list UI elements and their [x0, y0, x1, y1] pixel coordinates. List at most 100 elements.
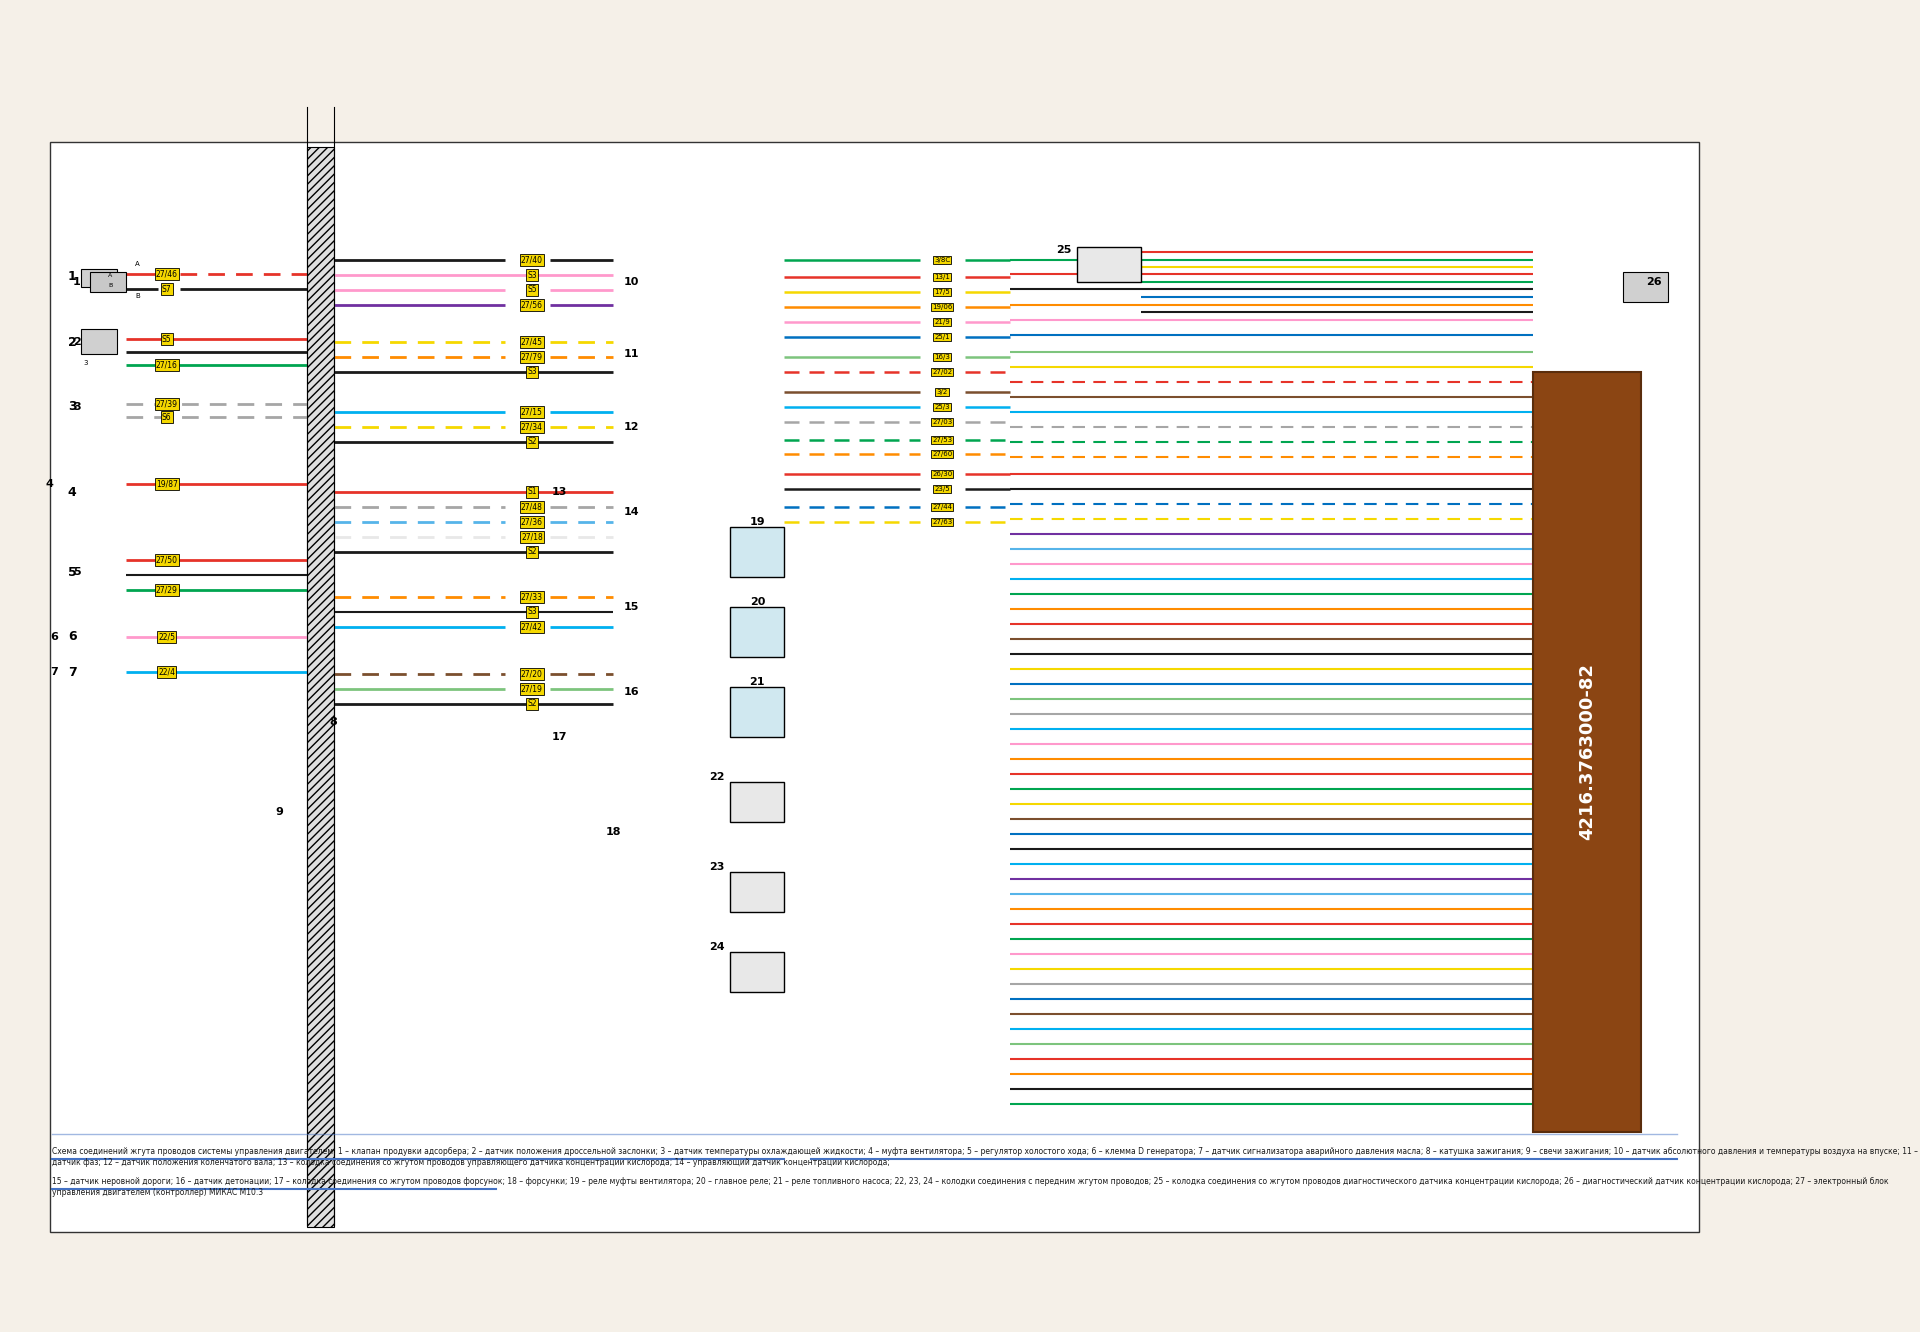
Text: 17: 17: [551, 733, 566, 742]
Text: S2: S2: [528, 437, 538, 446]
Text: 27: 27: [1538, 352, 1553, 362]
Bar: [730, 872, 785, 912]
Text: 23: 23: [708, 862, 724, 872]
Text: 16/3: 16/3: [935, 354, 950, 360]
Text: 27/60: 27/60: [931, 452, 952, 457]
Text: 27/39: 27/39: [156, 400, 179, 409]
Text: 25: 25: [1056, 245, 1071, 254]
Bar: [90, 272, 127, 292]
Text: B: B: [108, 282, 113, 288]
Text: S5: S5: [161, 334, 171, 344]
Text: 27/46: 27/46: [156, 269, 179, 278]
Text: 16: 16: [624, 687, 639, 697]
Text: 21: 21: [749, 677, 764, 687]
Text: 3: 3: [73, 402, 81, 412]
Text: 3/8C: 3/8C: [935, 257, 950, 262]
Bar: [1622, 272, 1668, 302]
Text: 17/5: 17/5: [935, 289, 950, 294]
Text: B: B: [134, 293, 140, 298]
Text: 3/2: 3/2: [937, 389, 948, 396]
Bar: [1532, 372, 1642, 1132]
Text: 7: 7: [50, 667, 58, 677]
Text: 27/03: 27/03: [931, 420, 952, 425]
Text: 27/79: 27/79: [520, 353, 543, 361]
Text: 18: 18: [605, 827, 620, 836]
Text: 27/50: 27/50: [156, 555, 179, 565]
Text: 11: 11: [624, 349, 639, 360]
Text: 6: 6: [67, 630, 77, 643]
Text: 2: 2: [73, 337, 81, 348]
Text: 27/42: 27/42: [520, 622, 543, 631]
Text: 3: 3: [67, 401, 77, 413]
Text: 27/19: 27/19: [520, 685, 543, 694]
Text: 1: 1: [73, 277, 81, 286]
Text: 19/06: 19/06: [931, 304, 952, 310]
Text: 22/4: 22/4: [157, 667, 175, 677]
Text: S2: S2: [528, 547, 538, 557]
Text: 4: 4: [46, 480, 54, 489]
Text: 1: 1: [67, 270, 77, 284]
Text: 27/18: 27/18: [520, 533, 543, 542]
Text: 5: 5: [67, 566, 77, 578]
Text: A: A: [134, 261, 140, 266]
Text: A: A: [108, 273, 113, 278]
Text: 27/29: 27/29: [156, 586, 179, 594]
Bar: [730, 952, 785, 992]
Text: S3: S3: [528, 607, 538, 617]
Text: 21/9: 21/9: [935, 318, 950, 325]
Text: 25/3: 25/3: [935, 404, 950, 410]
Bar: [730, 527, 785, 577]
Bar: [307, 147, 334, 1227]
Text: 9: 9: [276, 807, 284, 817]
Text: 13/1: 13/1: [935, 274, 950, 280]
Text: 26/30: 26/30: [931, 472, 952, 477]
Text: 27/33: 27/33: [520, 593, 543, 602]
Text: 2: 2: [67, 336, 77, 349]
Text: 27/02: 27/02: [931, 369, 952, 376]
Text: 27/40: 27/40: [520, 256, 543, 265]
Bar: [81, 329, 117, 354]
Text: S3: S3: [528, 368, 538, 377]
Text: 27/53: 27/53: [931, 437, 952, 444]
Text: S3: S3: [528, 270, 538, 280]
Text: 27/20: 27/20: [520, 670, 543, 678]
Text: 15: 15: [624, 602, 639, 611]
Text: S1: S1: [528, 488, 538, 497]
Text: 3: 3: [83, 360, 88, 366]
Text: 27/48: 27/48: [520, 502, 543, 511]
Text: 8: 8: [330, 717, 338, 727]
Text: S5: S5: [528, 285, 538, 294]
Text: S2: S2: [528, 699, 538, 709]
Text: 20: 20: [749, 597, 764, 607]
Text: 25/1: 25/1: [935, 334, 950, 340]
Text: 26: 26: [1647, 277, 1663, 286]
Bar: [730, 607, 785, 657]
Text: 14: 14: [624, 507, 639, 517]
Bar: [730, 687, 785, 737]
Bar: [1077, 246, 1140, 282]
Text: 7: 7: [67, 666, 77, 678]
Text: 27/16: 27/16: [156, 361, 179, 369]
Text: 12: 12: [624, 422, 639, 432]
Text: 10: 10: [624, 277, 639, 286]
Text: 6: 6: [50, 631, 58, 642]
Text: 23/5: 23/5: [935, 486, 950, 492]
Text: 19/87: 19/87: [156, 480, 179, 489]
Text: 27/63: 27/63: [931, 519, 952, 525]
Text: 27/45: 27/45: [520, 337, 543, 346]
Text: 22: 22: [708, 773, 724, 782]
Text: S7: S7: [161, 285, 171, 293]
Text: A: A: [96, 274, 102, 281]
Bar: [730, 782, 785, 822]
Text: 24: 24: [708, 942, 724, 952]
Bar: [50, 143, 1699, 1232]
Text: 22/5: 22/5: [157, 633, 175, 642]
Text: 13: 13: [551, 488, 566, 497]
Text: 4216.3763000-82: 4216.3763000-82: [1578, 663, 1596, 840]
Text: 5: 5: [73, 567, 81, 577]
Text: 27/44: 27/44: [933, 503, 952, 510]
Text: Схема соединений жгута проводов системы управления двигателем: 1 – клапан продув: Схема соединений жгута проводов системы …: [52, 1147, 1918, 1167]
Text: 27/15: 27/15: [520, 408, 543, 417]
Text: 19: 19: [749, 517, 766, 527]
Text: S6: S6: [161, 413, 171, 421]
